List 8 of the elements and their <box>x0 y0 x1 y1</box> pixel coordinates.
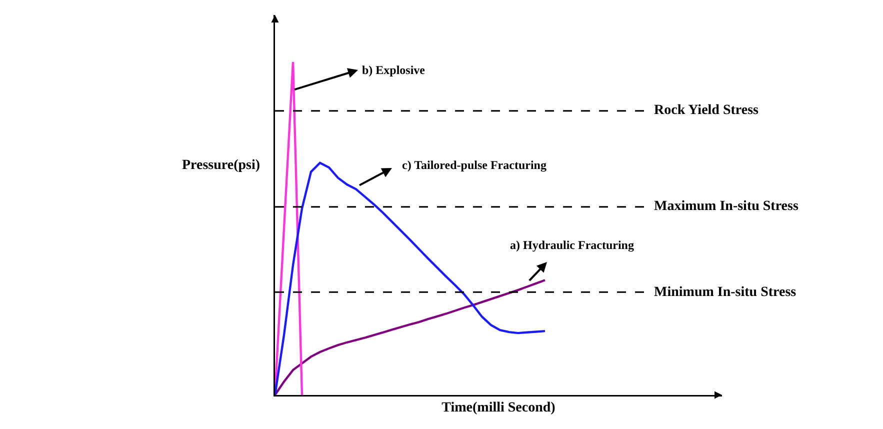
ref-line-label: Minimum In-situ Stress <box>654 285 797 300</box>
annotation: a) Hydraulic Fracturing <box>510 238 634 252</box>
ref-line-label: Maximum In-situ Stress <box>654 199 799 214</box>
y-axis-title: Pressure(psi) <box>182 158 260 173</box>
annotation: b) Explosive <box>362 63 426 77</box>
x-axis-title: Time(milli Second) <box>442 400 556 416</box>
ref-line-label: Rock Yield Stress <box>654 103 760 118</box>
annotation: c) Tailored-pulse Fracturing <box>402 158 546 172</box>
